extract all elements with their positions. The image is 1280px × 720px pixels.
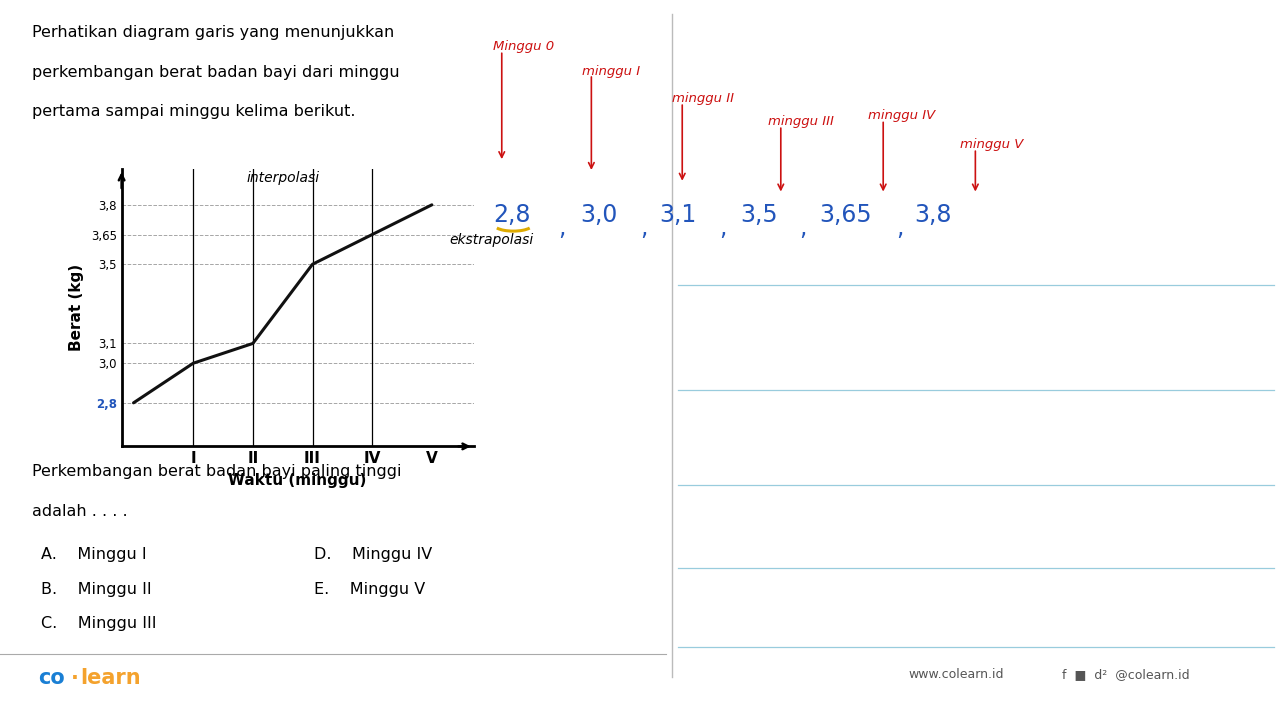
Text: minggu IV: minggu IV <box>868 109 936 122</box>
Text: ,: , <box>799 216 806 240</box>
Text: ekstrapolasi: ekstrapolasi <box>449 233 534 248</box>
Text: 3,0: 3,0 <box>580 203 617 227</box>
Text: f  ■  d²  @colearn.id: f ■ d² @colearn.id <box>1062 668 1190 681</box>
Text: C.    Minggu III: C. Minggu III <box>41 616 156 631</box>
Text: Perhatikan diagram garis yang menunjukkan: Perhatikan diagram garis yang menunjukka… <box>32 25 394 40</box>
Text: E.    Minggu V: E. Minggu V <box>314 582 425 597</box>
Text: Perkembangan berat badan bayi paling tinggi: Perkembangan berat badan bayi paling tin… <box>32 464 402 480</box>
Text: ,: , <box>558 216 566 240</box>
Text: Minggu 0: Minggu 0 <box>493 40 554 53</box>
Text: perkembangan berat badan bayi dari minggu: perkembangan berat badan bayi dari mingg… <box>32 65 399 80</box>
Text: ,: , <box>640 216 648 240</box>
Text: www.colearn.id: www.colearn.id <box>909 668 1005 681</box>
Text: minggu I: minggu I <box>582 65 640 78</box>
Text: D.    Minggu IV: D. Minggu IV <box>314 547 431 562</box>
Text: co: co <box>38 668 65 688</box>
Text: ,: , <box>719 216 727 240</box>
Text: 3,5: 3,5 <box>740 203 777 227</box>
Text: learn: learn <box>81 668 141 688</box>
Text: 3,1: 3,1 <box>659 203 696 227</box>
Text: 3,8: 3,8 <box>914 203 951 227</box>
Text: ,: , <box>896 216 904 240</box>
Text: adalah . . . .: adalah . . . . <box>32 504 128 519</box>
Text: ·: · <box>70 668 78 688</box>
Text: minggu III: minggu III <box>768 115 833 128</box>
Text: 2,8: 2,8 <box>493 203 530 227</box>
Text: 3,65: 3,65 <box>819 203 872 227</box>
Text: pertama sampai minggu kelima berikut.: pertama sampai minggu kelima berikut. <box>32 104 356 120</box>
Text: B.    Minggu II: B. Minggu II <box>41 582 151 597</box>
Text: minggu V: minggu V <box>960 138 1024 151</box>
Text: minggu II: minggu II <box>672 92 733 105</box>
Text: interpolasi: interpolasi <box>246 171 319 185</box>
Y-axis label: Berat (kg): Berat (kg) <box>69 264 83 351</box>
Text: A.    Minggu I: A. Minggu I <box>41 547 147 562</box>
X-axis label: Waktu (minggu): Waktu (minggu) <box>228 473 367 488</box>
